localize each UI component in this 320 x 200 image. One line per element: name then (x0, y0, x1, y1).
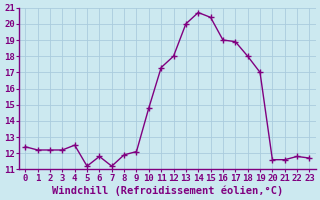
X-axis label: Windchill (Refroidissement éolien,°C): Windchill (Refroidissement éolien,°C) (52, 185, 283, 196)
